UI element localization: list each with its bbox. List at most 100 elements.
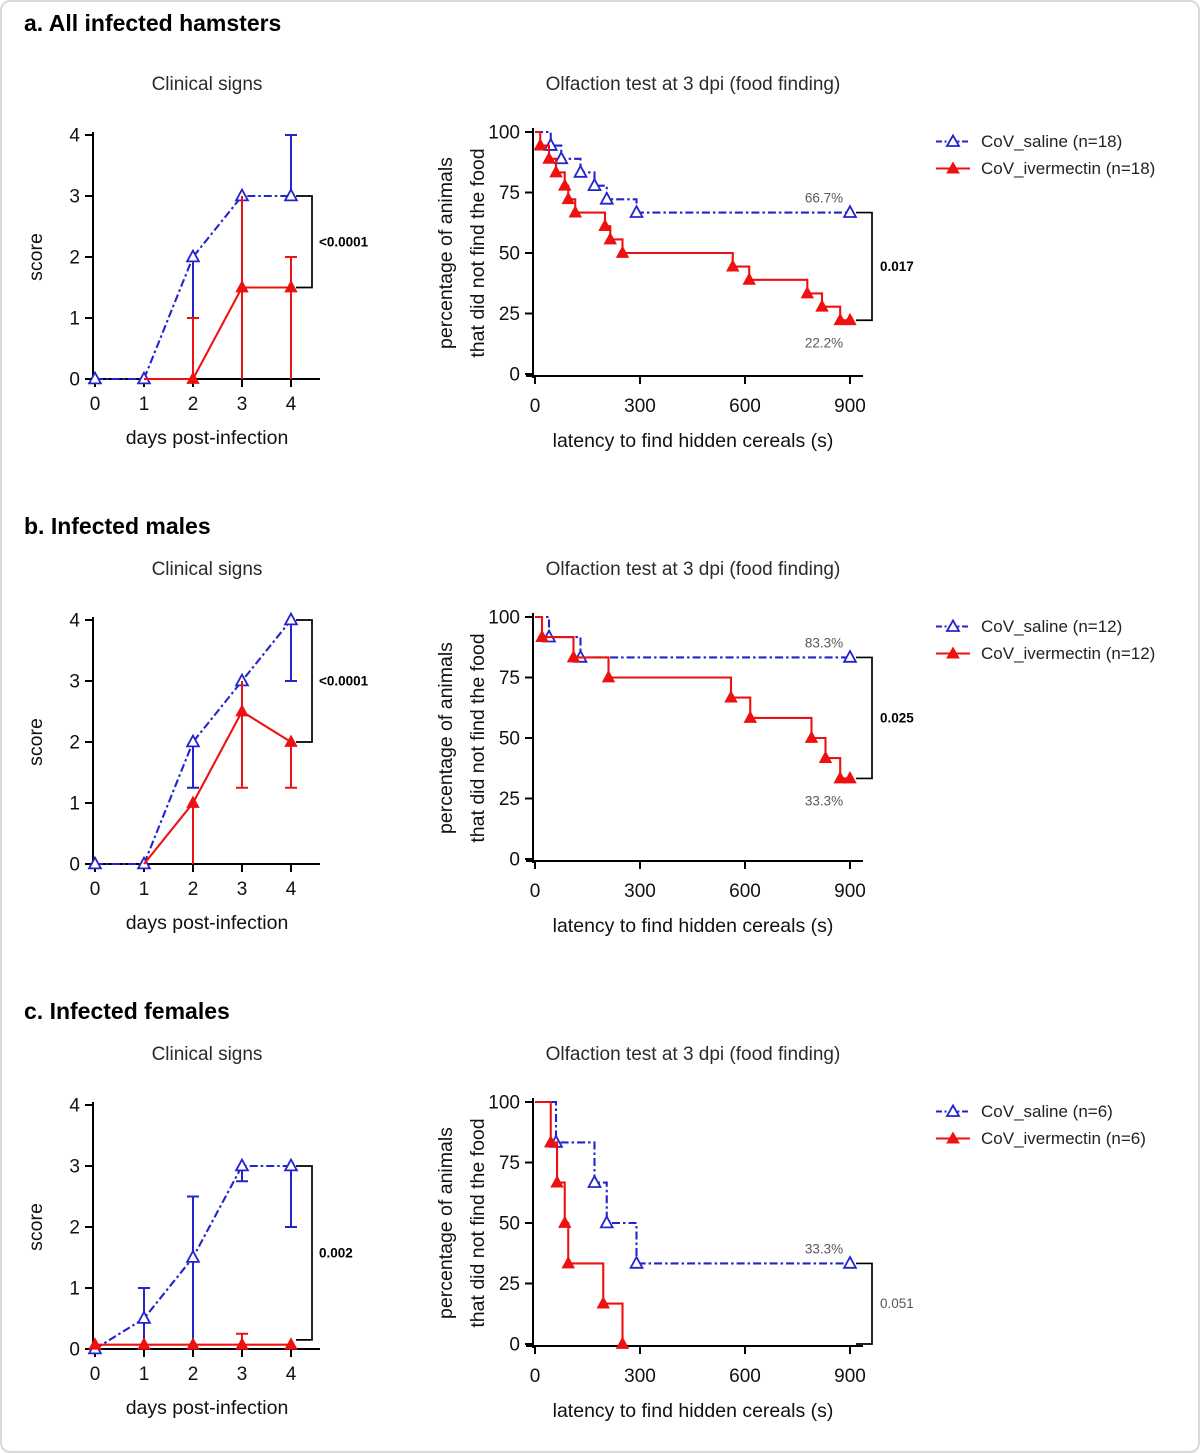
svg-text:600: 600 <box>729 396 761 417</box>
chart-title: Clinical signs <box>152 74 263 95</box>
legend-c: CoV_saline (n=6) CoV_ivermectin (n=6) <box>934 1098 1146 1152</box>
legend-item-ivermectin: CoV_ivermectin (n=12) <box>934 640 1155 667</box>
legend-item-ivermectin: CoV_ivermectin (n=6) <box>934 1125 1146 1152</box>
axis-labels: 0 300 600 900 0 25 50 75 100 percentage of animal… <box>435 123 866 453</box>
svg-text:3: 3 <box>69 672 80 693</box>
plot: Clinical signs 0 1 2 3 4 0 1 2 3 4 score days post-i… <box>25 74 369 449</box>
panel-b-header: b. Infected males <box>24 513 211 539</box>
plot: Olfaction test at 3 dpi (food finding) 0 3… <box>435 559 914 937</box>
legend-b: CoV_saline (n=12) CoV_ivermectin (n=12) <box>934 613 1155 667</box>
p-value: 0.025 <box>880 710 914 725</box>
svg-text:days post-infection: days post-infection <box>126 427 289 449</box>
svg-text:600: 600 <box>729 881 761 902</box>
series-saline <box>87 1157 299 1355</box>
chart-title: Olfaction test at 3 dpi (food finding) <box>546 74 841 95</box>
clinical-signs-chart-a: Clinical signs 0 1 2 3 4 0 1 2 3 4 score days post-i… <box>25 74 369 449</box>
significance-bracket: 0.051 <box>856 1262 914 1345</box>
svg-text:days post-infection: days post-infection <box>126 1397 289 1419</box>
svg-text:1: 1 <box>69 1279 80 1300</box>
svg-text:0: 0 <box>90 1364 101 1385</box>
plot: Clinical signs 0 1 2 3 4 0 1 2 3 4 score days post-i… <box>25 1044 353 1419</box>
svg-text:2: 2 <box>188 1364 199 1385</box>
svg-text:900: 900 <box>834 1366 866 1387</box>
plot: Olfaction test at 3 dpi (food finding) 0 3… <box>435 74 914 452</box>
svg-text:3: 3 <box>69 1157 80 1178</box>
panel-c-header: c. Infected females <box>24 998 230 1024</box>
axes <box>525 128 863 384</box>
legend-label-ivermectin: CoV_ivermectin (n=6) <box>981 1128 1146 1148</box>
series-saline <box>87 611 299 870</box>
svg-text:3: 3 <box>237 879 248 900</box>
svg-text:score: score <box>25 718 47 766</box>
clinical-signs-chart-c: Clinical signs 0 1 2 3 4 0 1 2 3 4 score days post-i… <box>25 1044 353 1419</box>
legend-item-saline: CoV_saline (n=18) <box>934 128 1155 155</box>
p-value: 0.002 <box>319 1245 353 1260</box>
clinical-signs-chart-b: Clinical signs 0 1 2 3 4 0 1 2 3 4 score days post-i… <box>25 559 369 935</box>
axes <box>85 617 320 872</box>
svg-text:4: 4 <box>69 1096 80 1117</box>
axes <box>85 132 320 387</box>
svg-text:25: 25 <box>499 304 520 325</box>
p-value: 0.051 <box>880 1296 914 1311</box>
svg-text:600: 600 <box>729 1366 761 1387</box>
panel-a: a. All infected hamsters Clinical signs 0… <box>2 2 1198 487</box>
svg-text:0: 0 <box>90 879 101 900</box>
svg-text:1: 1 <box>69 309 80 330</box>
svg-text:1: 1 <box>139 879 150 900</box>
olfaction-chart-b: Olfaction test at 3 dpi (food finding) 0 3… <box>435 559 914 937</box>
svg-text:that did not find the food: that did not find the food <box>467 633 489 842</box>
svg-text:50: 50 <box>499 729 520 750</box>
series-ivermectin <box>143 681 298 865</box>
svg-text:50: 50 <box>499 1214 520 1235</box>
series-ivermectin <box>535 1100 630 1349</box>
axis-labels: 0 1 2 3 4 0 1 2 3 4 score days post-infection <box>25 611 297 935</box>
p-value: 0.017 <box>880 259 914 274</box>
svg-text:0: 0 <box>509 365 520 386</box>
series-ivermectin <box>144 196 298 384</box>
axis-labels: 0 1 2 3 4 0 1 2 3 4 score days post-infection <box>25 126 297 450</box>
svg-text:that did not find the food: that did not find the food <box>467 148 489 357</box>
series-saline <box>87 134 299 385</box>
svg-text:latency to find hidden cereals: latency to find hidden cereals (s) <box>553 1400 834 1422</box>
legend-a: CoV_saline (n=18) CoV_ivermectin (n=18) <box>934 128 1155 182</box>
svg-text:that did not find the food: that did not find the food <box>467 1118 489 1327</box>
end-percentage-label: 66.7% <box>805 191 843 206</box>
axis-labels: 0 1 2 3 4 0 1 2 3 4 score days post-infection <box>25 1096 297 1420</box>
svg-text:0: 0 <box>509 1335 520 1356</box>
axes <box>525 1098 863 1354</box>
end-percentage-label: 83.3% <box>805 635 843 650</box>
svg-text:3: 3 <box>69 187 80 208</box>
ivermectin-legend-marker-icon <box>936 161 970 174</box>
end-percentage-label: 33.3% <box>805 793 843 808</box>
ivermectin-legend-marker-icon <box>936 646 970 659</box>
svg-text:0: 0 <box>69 855 80 876</box>
svg-text:2: 2 <box>69 1218 80 1239</box>
legend-label-saline: CoV_saline (n=6) <box>981 1101 1113 1121</box>
axes <box>525 613 863 869</box>
svg-text:900: 900 <box>834 396 866 417</box>
svg-text:1: 1 <box>139 1364 150 1385</box>
p-value: <0.0001 <box>319 234 369 249</box>
svg-text:0: 0 <box>530 396 541 417</box>
svg-text:percentage of animals: percentage of animals <box>435 642 457 834</box>
significance-bracket: <0.0001 <box>296 619 369 743</box>
chart-title: Clinical signs <box>152 1044 263 1065</box>
significance-bracket: <0.0001 <box>296 195 369 289</box>
end-percentage-label: 33.3% <box>805 1241 843 1256</box>
svg-text:1: 1 <box>139 394 150 415</box>
svg-text:75: 75 <box>499 183 520 204</box>
svg-text:25: 25 <box>499 789 520 810</box>
legend-item-saline: CoV_saline (n=12) <box>934 613 1155 640</box>
series-saline: 83.3% <box>535 615 858 663</box>
svg-text:100: 100 <box>488 1093 520 1114</box>
svg-text:4: 4 <box>286 1364 297 1385</box>
chart-title: Olfaction test at 3 dpi (food finding) <box>546 1044 841 1065</box>
legend-label-saline: CoV_saline (n=12) <box>981 616 1123 636</box>
end-percentage-label: 22.2% <box>805 335 843 350</box>
svg-text:3: 3 <box>237 394 248 415</box>
svg-text:100: 100 <box>488 123 520 144</box>
svg-text:50: 50 <box>499 244 520 265</box>
svg-text:1: 1 <box>69 794 80 815</box>
svg-text:latency to find hidden cereals: latency to find hidden cereals (s) <box>553 430 834 452</box>
